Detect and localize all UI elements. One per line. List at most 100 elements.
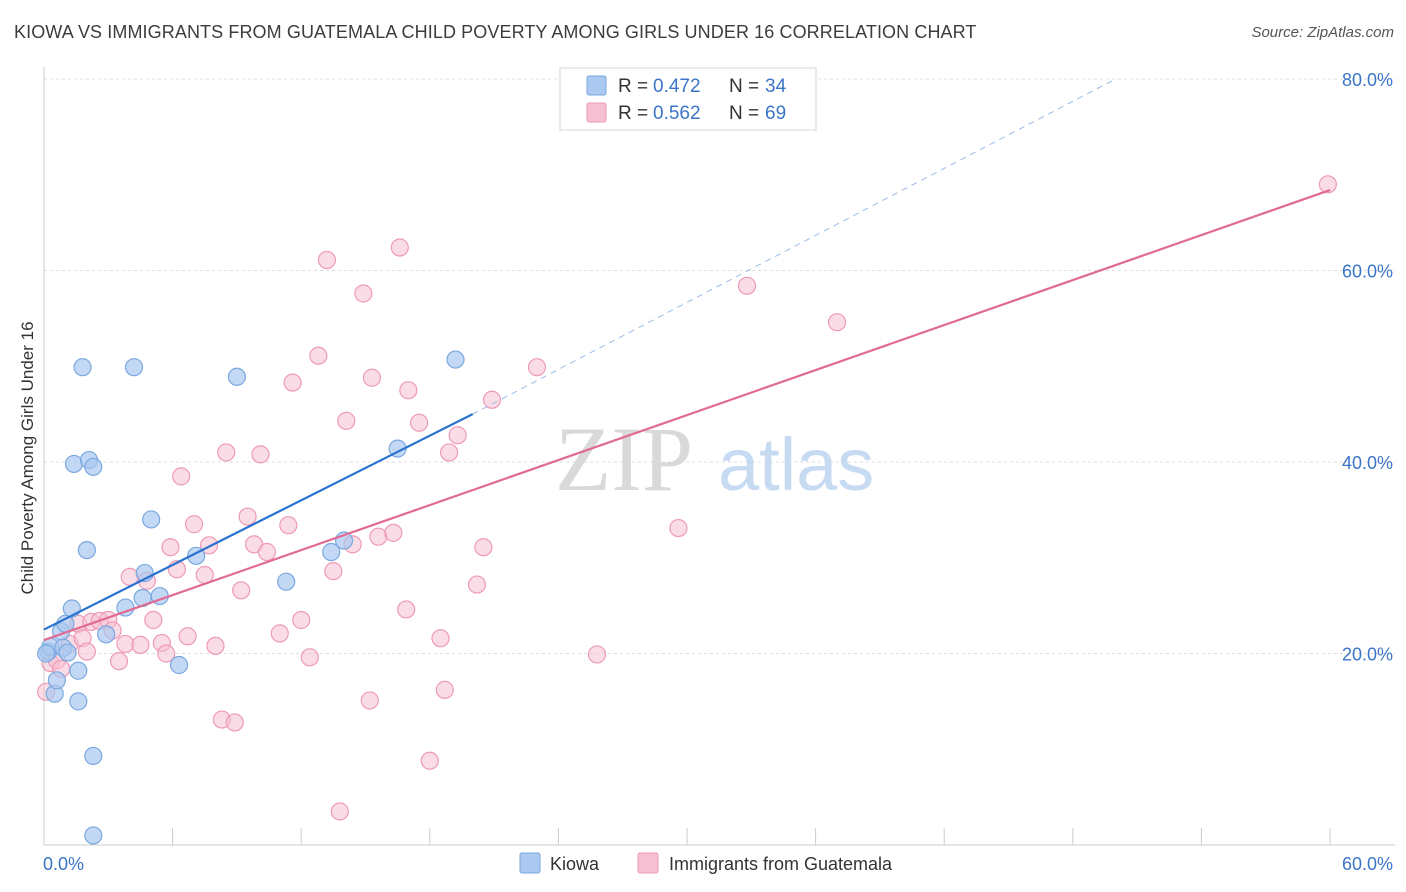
guatemala-point	[257, 542, 277, 562]
guatemala-point	[309, 346, 328, 365]
guatemala-point	[399, 381, 418, 400]
bottom-legend-label-guatemala: Immigrants from Guatemala	[669, 854, 893, 874]
guatemala-point	[238, 507, 257, 526]
x-tick-label: 0.0%	[43, 854, 84, 874]
legend-r-value-2: 0.562	[653, 103, 701, 124]
guatemala-point	[77, 642, 96, 661]
bottom-legend-swatch-guatemala	[637, 852, 659, 874]
guatemala-point	[439, 443, 459, 462]
guatemala-point	[420, 751, 439, 770]
kiowa-point	[97, 625, 116, 644]
guatemala-point	[109, 652, 129, 671]
guatemala-point	[527, 358, 547, 377]
legend-r-label-1: R =	[618, 76, 648, 97]
kiowa-point	[142, 510, 161, 529]
guatemala-point	[431, 629, 450, 648]
guatemala-point	[354, 284, 373, 303]
guatemala-point	[669, 518, 688, 538]
kiowa-point	[277, 572, 296, 591]
legend-swatch-guatemala	[586, 102, 607, 123]
legend-swatch-kiowa	[586, 75, 607, 96]
guatemala-point	[384, 523, 403, 542]
guatemala-point	[116, 634, 135, 654]
source-label: Source: ZipAtlas.com	[1251, 24, 1394, 41]
y-axis-label: Child Poverty Among Girls Under 16	[18, 321, 37, 594]
kiowa-point	[169, 655, 189, 675]
guatemala-point	[448, 426, 467, 445]
guatemala-point	[157, 644, 176, 663]
series-kiowa-points	[37, 350, 465, 845]
kiowa-point	[84, 457, 103, 476]
guatemala-point	[390, 238, 409, 257]
guatemala-point	[251, 445, 270, 464]
guatemala-point	[587, 645, 607, 664]
guatemala-point	[360, 691, 379, 710]
guatemala-point	[435, 680, 454, 699]
y-tick-label: 60.0%	[1342, 262, 1393, 282]
grid	[44, 78, 1395, 654]
kiowa-point	[84, 826, 103, 845]
guatemala-point	[737, 276, 757, 295]
trend-lines	[43, 78, 1331, 642]
guatemala-point	[279, 516, 298, 535]
kiowa-point	[69, 661, 88, 680]
guatemala-point	[474, 538, 493, 557]
guatemala-point	[184, 515, 204, 534]
x-tick-label: 60.0%	[1342, 854, 1393, 874]
kiowa-point	[37, 644, 56, 663]
guatemala-point	[317, 250, 337, 270]
series-legend: Kiowa Immigrants from Guatemala	[519, 852, 893, 874]
y-tick-label: 40.0%	[1342, 453, 1393, 473]
legend-r-value-1: 0.472	[653, 76, 701, 97]
kiowa-point	[58, 643, 77, 662]
guatemala-point	[337, 411, 356, 430]
tick-labels: 20.0% 40.0% 60.0% 80.0% 0.0% 60.0%	[43, 70, 1393, 874]
guatemala-point	[467, 575, 487, 594]
kiowa-point	[64, 454, 84, 474]
guatemala-point	[409, 413, 429, 432]
guatemala-point	[172, 467, 191, 486]
kiowa-point	[47, 671, 66, 690]
guatemala-point	[1318, 175, 1337, 194]
guatemala-point	[144, 610, 163, 630]
kiowa-point	[77, 540, 96, 560]
legend-r-label-2: R =	[618, 103, 648, 124]
guatemala-point	[827, 313, 847, 332]
legend-n-value-1: 34	[765, 76, 787, 97]
guatemala-point	[300, 648, 319, 667]
guatemala-point	[369, 527, 388, 546]
guatemala-point	[206, 636, 225, 655]
kiowa-point	[69, 692, 88, 711]
bottom-legend-label-kiowa: Kiowa	[550, 854, 600, 874]
legend-n-label-1: N =	[729, 76, 759, 97]
bottom-legend-swatch-kiowa	[519, 852, 541, 874]
legend-n-label-2: N =	[729, 103, 759, 124]
y-tick-label: 80.0%	[1342, 70, 1393, 90]
kiowa-point	[84, 746, 103, 766]
legend-n-value-2: 69	[765, 103, 786, 124]
guatemala-point	[482, 390, 502, 409]
axes	[43, 67, 1395, 846]
guatemala-point	[397, 600, 416, 619]
watermark-zip: ZIP	[555, 408, 693, 510]
guatemala-trend-line	[43, 189, 1331, 642]
guatemala-point	[270, 624, 289, 643]
guatemala-point	[283, 373, 302, 392]
kiowa-point	[322, 542, 341, 562]
guatemala-point	[292, 610, 311, 630]
guatemala-point	[225, 713, 244, 732]
guatemala-point	[131, 635, 150, 654]
kiowa-point	[124, 358, 144, 377]
guatemala-point	[362, 368, 382, 387]
guatemala-point	[232, 581, 251, 600]
guatemala-point	[330, 802, 349, 821]
guatemala-point	[324, 562, 343, 581]
guatemala-point	[217, 443, 236, 462]
kiowa-point	[227, 367, 246, 386]
y-tick-label: 20.0%	[1342, 645, 1393, 665]
watermark-atlas: atlas	[718, 423, 874, 506]
guatemala-point	[161, 538, 180, 557]
kiowa-trend-line	[43, 413, 474, 631]
stats-legend: R = 0.472 N = 34 R = 0.562 N = 69	[559, 67, 817, 131]
